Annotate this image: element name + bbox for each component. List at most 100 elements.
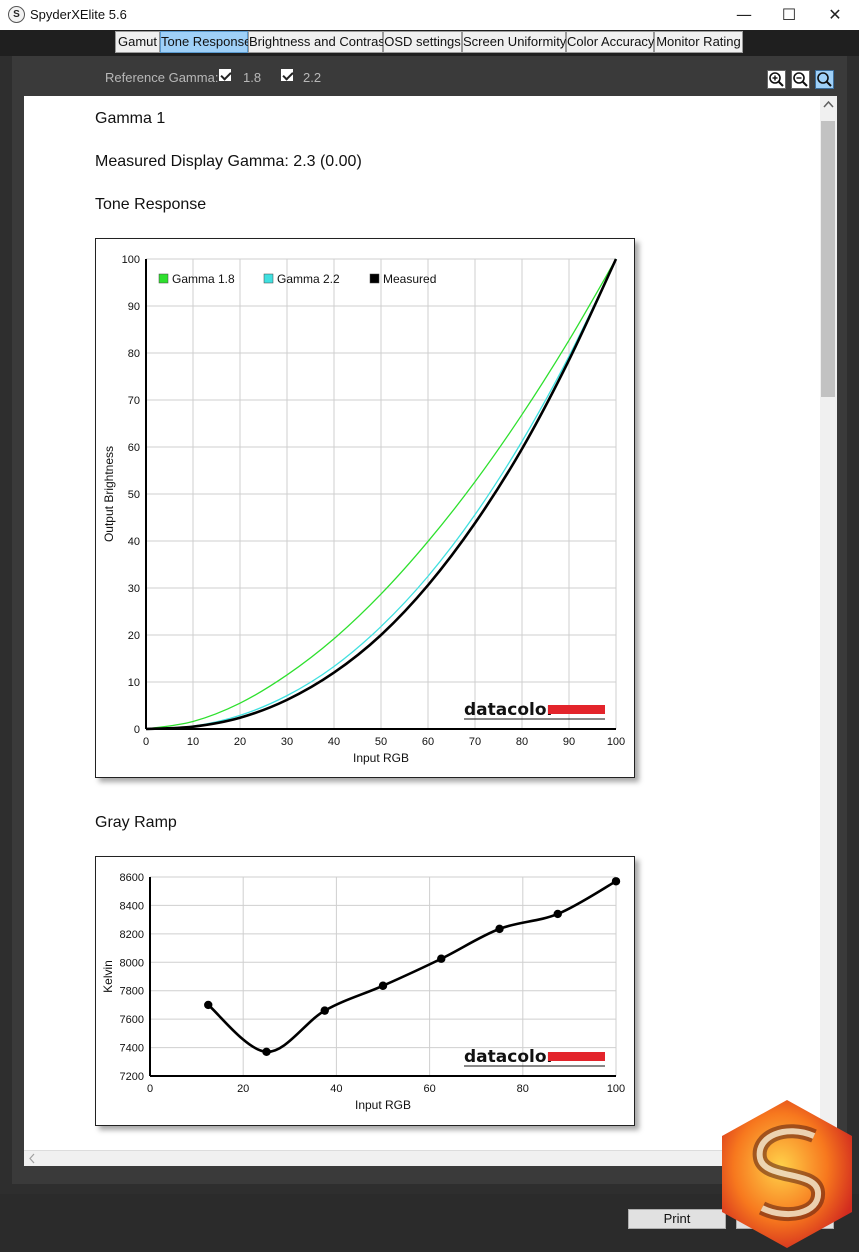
tone-response-heading: Tone Response <box>95 196 207 213</box>
x-tick-label: 60 <box>423 1083 435 1095</box>
y-tick-label: 70 <box>128 395 140 407</box>
legend-label: Gamma 1.8 <box>172 272 235 286</box>
tab-color-accuracy[interactable]: Color Accuracy <box>566 31 654 53</box>
tone-response-chart: 0 10 20 30 40 50 60 70 80 90 100 0 10 20 30 40 50 60 70 80 9… <box>95 238 635 778</box>
zoom-fit-button[interactable] <box>815 70 834 89</box>
x-tick-label: 0 <box>147 1083 153 1095</box>
data-point <box>437 954 446 963</box>
data-point <box>262 1047 271 1057</box>
tab-gamut[interactable]: Gamut <box>115 31 160 53</box>
gray-ramp-heading: Gray Ramp <box>95 814 177 831</box>
zoom-in-icon <box>769 72 784 87</box>
x-tick-label: 30 <box>281 736 293 748</box>
tab-osd-settings[interactable]: OSD settings <box>383 31 462 53</box>
gray-ramp-chart: 0 20 40 60 80 100 7200 7400 7600 7800 8000 8200 8400… <box>95 856 635 1126</box>
zoom-in-button[interactable] <box>767 70 786 89</box>
measured-gamma-text: Measured Display Gamma: 2.3 (0.00) <box>95 153 362 170</box>
y-tick-label: 7800 <box>120 986 144 998</box>
scroll-left-icon[interactable] <box>24 1151 40 1166</box>
x-tick-label: 90 <box>563 736 575 748</box>
minimize-button[interactable]: — <box>736 5 752 24</box>
tab-brightness-contrast[interactable]: Brightness and Contrast <box>248 31 388 53</box>
datacolor-logo: datacolor <box>464 1047 556 1067</box>
y-axis-label: Output Brightness <box>102 446 116 542</box>
gamma-18-checkbox[interactable] <box>219 69 231 81</box>
legend-label: Gamma 2.2 <box>277 272 340 286</box>
x-tick-label: 80 <box>517 1083 529 1095</box>
window-title: SpyderXElite 5.6 <box>30 7 127 22</box>
y-tick-label: 0 <box>134 724 140 736</box>
y-tick-label: 40 <box>128 536 140 548</box>
x-tick-label: 0 <box>143 736 149 748</box>
series-line-measured <box>145 258 618 731</box>
x-tick-label: 20 <box>234 736 246 748</box>
zoom-out-icon <box>793 72 808 87</box>
y-tick-label: 50 <box>128 489 140 501</box>
gray-ramp-chart-svg: 0 20 40 60 80 100 7200 7400 7600 7800 8000 8200 8400… <box>101 872 625 1112</box>
x-tick-label: 10 <box>187 736 199 748</box>
x-tick-label: 100 <box>607 1083 625 1095</box>
x-tick-label: 40 <box>328 736 340 748</box>
legend-swatch <box>158 273 169 284</box>
legend-label: Measured <box>383 272 436 286</box>
y-tick-label: 8000 <box>120 957 144 969</box>
series-line-gamma-1-8 <box>145 258 617 730</box>
y-tick-label: 100 <box>122 254 140 266</box>
y-tick-label: 90 <box>128 301 140 313</box>
gamma-22-label: 2.2 <box>303 70 322 85</box>
x-tick-label: 70 <box>469 736 481 748</box>
zoom-fit-icon <box>817 72 832 87</box>
x-tick-label: 20 <box>237 1083 249 1095</box>
x-axis-label: Input RGB <box>355 1098 411 1112</box>
x-tick-label: 80 <box>516 736 528 748</box>
y-tick-label: 80 <box>128 348 140 360</box>
x-tick-label: 40 <box>330 1083 342 1095</box>
y-tick-label: 10 <box>128 677 140 689</box>
gamma-18-label: 1.8 <box>243 70 262 85</box>
legend-swatch <box>369 273 380 284</box>
y-tick-label: 7400 <box>120 1043 144 1055</box>
x-tick-label: 100 <box>607 736 625 748</box>
data-point <box>495 924 504 934</box>
tab-tone-response[interactable]: Tone Response <box>160 31 251 53</box>
y-tick-label: 8200 <box>120 929 144 941</box>
corner-brand-logo <box>722 1100 852 1248</box>
horizontal-scrollbar[interactable] <box>24 1150 837 1166</box>
x-tick-label: 60 <box>422 736 434 748</box>
close-button[interactable]: ✕ <box>828 5 842 24</box>
y-tick-label: 30 <box>128 583 140 595</box>
y-tick-label: 7600 <box>120 1014 144 1026</box>
y-tick-label: 8400 <box>120 900 144 912</box>
y-axis-label: Kelvin <box>101 960 115 993</box>
print-button[interactable]: Print <box>628 1209 726 1229</box>
datacolor-logo: datacolor <box>464 700 556 720</box>
data-point <box>320 1006 329 1015</box>
data-point <box>553 909 562 919</box>
x-tick-label: 50 <box>375 736 387 748</box>
y-tick-label: 7200 <box>120 1071 144 1083</box>
tab-monitor-rating[interactable]: Monitor Rating <box>654 31 743 53</box>
x-axis-label: Input RGB <box>353 751 409 765</box>
y-tick-label: 8600 <box>120 872 144 884</box>
series-line-gray-ramp <box>207 880 617 1054</box>
gamma-22-checkbox[interactable] <box>281 69 293 81</box>
tone-response-chart-svg: 0 10 20 30 40 50 60 70 80 90 100 0 10 20 30 40 50 60 70 80 9… <box>102 254 625 765</box>
y-tick-label: 20 <box>128 630 140 642</box>
app-logo-icon: S <box>8 6 25 23</box>
maximize-button[interactable]: ☐ <box>781 5 797 24</box>
title-bar: S SpyderXElite 5.6 — ☐ ✕ <box>0 0 859 30</box>
datacolor-logo-bar <box>548 1052 605 1061</box>
data-point <box>378 981 388 990</box>
vertical-scroll-thumb[interactable] <box>821 121 835 397</box>
zoom-out-button[interactable] <box>791 70 810 89</box>
series-line-gamma-2-2 <box>145 258 617 730</box>
datacolor-logo-bar <box>548 705 605 714</box>
tab-screen-uniformity[interactable]: Screen Uniformity <box>462 31 566 53</box>
legend-swatch <box>263 273 274 284</box>
scroll-up-icon[interactable] <box>820 96 837 113</box>
data-point <box>611 877 621 886</box>
data-point <box>204 1000 213 1010</box>
y-tick-label: 60 <box>128 442 140 454</box>
gamma-heading: Gamma 1 <box>95 110 166 127</box>
reference-gamma-label: Reference Gamma: <box>105 70 219 85</box>
